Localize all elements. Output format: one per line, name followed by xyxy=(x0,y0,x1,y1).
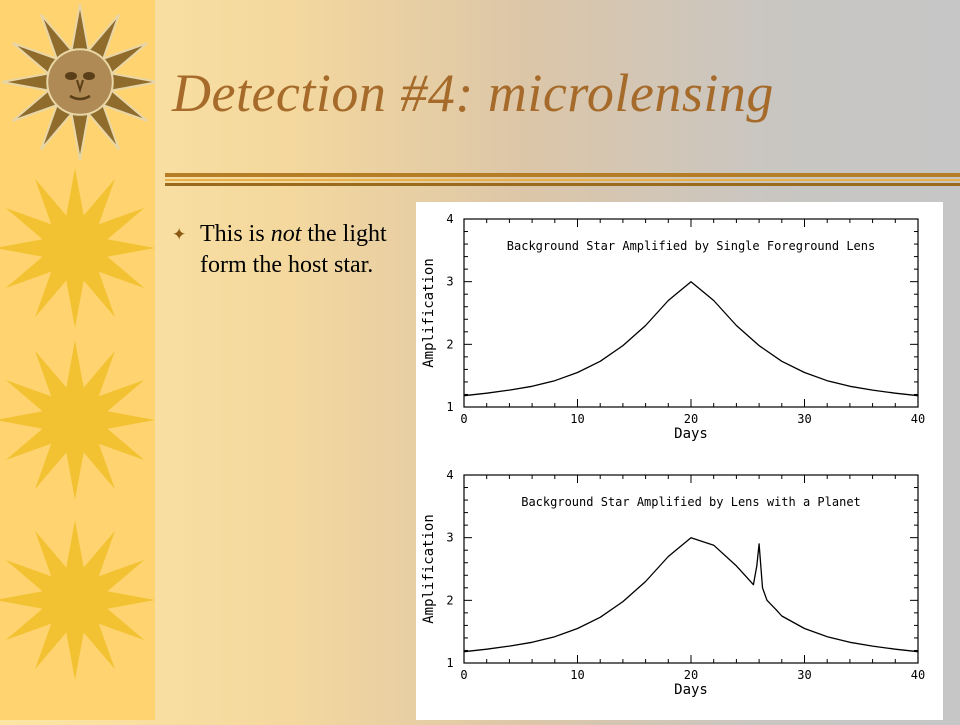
sun-face-left-eye xyxy=(65,72,77,80)
y-tick-label: 3 xyxy=(446,275,453,289)
bullet-text-tail: the light form the host star. xyxy=(200,221,387,278)
sun-face-rim xyxy=(46,48,114,116)
bullet-point: ✦ This is not the light form the host st… xyxy=(172,219,387,281)
y-tick-label: 1 xyxy=(446,656,453,670)
y-tick-label: 1 xyxy=(446,400,453,414)
x-tick-label: 0 xyxy=(460,668,467,682)
chart-title: Background Star Amplified by Lens with a… xyxy=(521,495,861,509)
bullet-text: This is not the light form the host star… xyxy=(200,219,387,281)
y-tick-label: 3 xyxy=(446,531,453,545)
x-tick-label: 30 xyxy=(797,412,811,426)
y-tick-label: 4 xyxy=(446,212,453,226)
title-divider-shadow xyxy=(165,183,960,186)
x-tick-label: 30 xyxy=(797,668,811,682)
bullet-text-emphasis: not xyxy=(270,221,302,247)
sun-core xyxy=(47,49,113,115)
x-axis-label: Days xyxy=(674,426,708,442)
microlensing-figure: 0 10 20 30 40 1 2 3 4 Background Star Amplified b… xyxy=(416,202,943,720)
sun-face-nose xyxy=(76,79,84,94)
star-bullet-icon: ✦ xyxy=(172,225,187,244)
y-tick-label: 2 xyxy=(446,337,453,351)
title-divider-highlight xyxy=(165,179,960,181)
x-tick-label: 40 xyxy=(911,412,925,426)
light-curve-line xyxy=(463,537,919,653)
x-tick-label: 20 xyxy=(684,412,698,426)
sun-icon xyxy=(0,520,155,680)
bullet-text-lead: This is xyxy=(200,221,271,247)
y-tick-label: 2 xyxy=(446,593,453,607)
sun-column xyxy=(0,3,159,680)
x-tick-label: 20 xyxy=(684,668,698,682)
y-axis-label: Amplification xyxy=(421,258,437,368)
sun-core xyxy=(41,386,109,454)
chart-title: Background Star Amplified by Single Fore… xyxy=(507,239,875,253)
x-tick-label: 0 xyxy=(460,412,467,426)
sun-face-mouth xyxy=(69,94,91,101)
x-tick-label: 10 xyxy=(570,412,584,426)
chart-panel: 0 10 20 30 40 1 2 3 4 Background Star Amplified b… xyxy=(421,468,925,698)
y-axis-label: Amplification xyxy=(421,514,437,624)
sidebar-decoration xyxy=(0,0,159,720)
title-divider xyxy=(165,173,960,177)
x-tick-label: 10 xyxy=(570,668,584,682)
sun-face-right-eye xyxy=(83,72,95,80)
slide-title: Detection #4: microlensing xyxy=(172,63,774,123)
light-curve-line xyxy=(463,281,919,397)
sun-icon xyxy=(0,340,155,500)
sun-core xyxy=(41,214,109,282)
sun-icon xyxy=(0,168,155,328)
sun-face xyxy=(46,48,114,116)
x-axis-label: Days xyxy=(674,682,708,698)
x-tick-label: 40 xyxy=(911,668,925,682)
chart-panel: 0 10 20 30 40 1 2 3 4 Background Star Amplified b… xyxy=(421,212,925,442)
sun-core xyxy=(41,566,109,634)
y-tick-label: 4 xyxy=(446,468,453,482)
sun-icon xyxy=(1,3,159,161)
